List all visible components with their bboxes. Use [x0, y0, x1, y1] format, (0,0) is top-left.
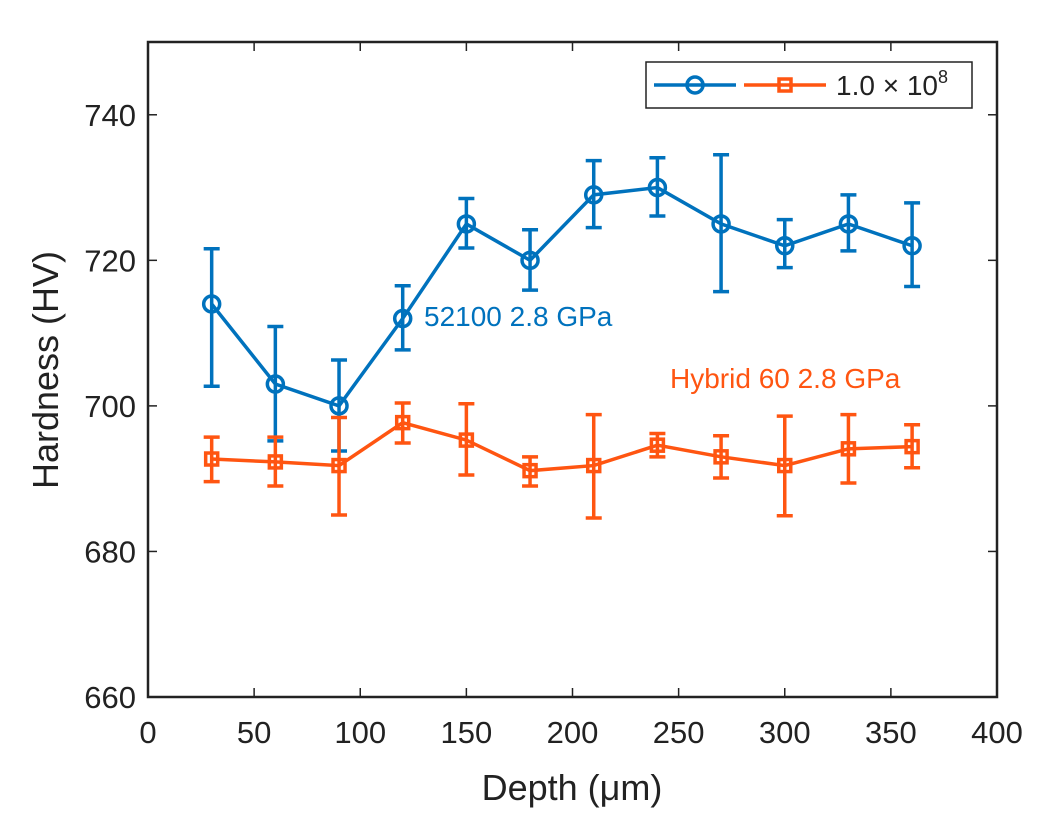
data-point	[838, 214, 859, 234]
data-point	[647, 177, 668, 198]
data-point	[902, 236, 922, 256]
data-point	[392, 308, 413, 329]
error-bar	[585, 158, 602, 230]
data-point	[775, 236, 795, 256]
error-bar	[776, 414, 793, 518]
data-point	[777, 457, 793, 474]
x-tick-label: 150	[441, 715, 493, 750]
error-bar	[522, 228, 539, 292]
error-bar	[840, 193, 857, 253]
data-point	[583, 185, 604, 205]
axis-ticks: 0 50 100 150 200 250 300 350 400 660 680 700 720 740	[84, 42, 1023, 750]
error-bar	[203, 435, 220, 484]
data-point	[840, 441, 857, 457]
data-point	[201, 294, 222, 314]
y-tick-label: 740	[84, 98, 136, 133]
data-point	[520, 250, 540, 271]
error-bar	[458, 401, 475, 477]
data-point	[458, 432, 475, 448]
data-point	[267, 454, 284, 470]
error-bar	[840, 412, 857, 485]
error-bar	[776, 217, 793, 270]
legend-marker-circle	[685, 75, 705, 95]
y-tick-label: 700	[84, 389, 136, 424]
series-label-52100: 52100 2.8 GPa	[424, 301, 613, 332]
series-1	[203, 401, 921, 520]
series-0	[201, 153, 922, 453]
data-point	[585, 457, 602, 474]
x-tick-label: 0	[139, 715, 156, 750]
y-axis-label: Hardness (HV)	[25, 251, 66, 489]
plot-marks	[201, 153, 922, 520]
x-tick-label: 100	[334, 715, 386, 750]
error-bar	[522, 455, 539, 488]
y-tick-label: 680	[84, 534, 136, 569]
error-bar	[458, 196, 475, 250]
error-bar	[904, 201, 921, 289]
error-bar	[267, 324, 284, 443]
data-point	[522, 462, 538, 479]
legend: 1.0 × 108	[645, 61, 973, 109]
data-point	[456, 214, 477, 234]
error-bar	[394, 401, 411, 445]
error-bar	[394, 284, 411, 352]
error-bar	[203, 246, 220, 388]
data-point	[649, 437, 666, 453]
data-point	[394, 414, 411, 431]
series-line	[211, 420, 913, 473]
y-tick-label: 720	[84, 243, 136, 278]
data-point	[713, 449, 729, 465]
y-tick-label: 660	[84, 680, 136, 715]
error-bar	[713, 153, 730, 294]
series-line	[210, 185, 913, 408]
x-tick-label: 350	[865, 715, 917, 750]
error-bar	[331, 415, 348, 517]
x-tick-label: 50	[237, 715, 271, 750]
error-bar	[713, 433, 730, 480]
legend-marker-square	[777, 77, 793, 93]
error-bar	[649, 155, 666, 218]
x-tick-label: 250	[653, 715, 705, 750]
data-point	[265, 374, 286, 394]
error-bar	[649, 431, 666, 459]
error-bar	[585, 412, 602, 520]
data-point	[711, 214, 731, 234]
error-bar	[267, 435, 284, 488]
data-point	[203, 451, 220, 467]
x-tick-label: 400	[971, 715, 1023, 750]
series-label-hybrid: Hybrid 60 2.8 GPa	[670, 363, 901, 394]
data-point	[329, 396, 349, 416]
error-bar	[904, 423, 921, 470]
legend-text: 1.0 × 108	[836, 67, 948, 101]
x-tick-label: 200	[547, 715, 599, 750]
x-axis-label: Depth (μm)	[482, 767, 663, 808]
x-tick-label: 300	[759, 715, 811, 750]
data-point	[904, 438, 920, 455]
data-point	[331, 457, 347, 474]
